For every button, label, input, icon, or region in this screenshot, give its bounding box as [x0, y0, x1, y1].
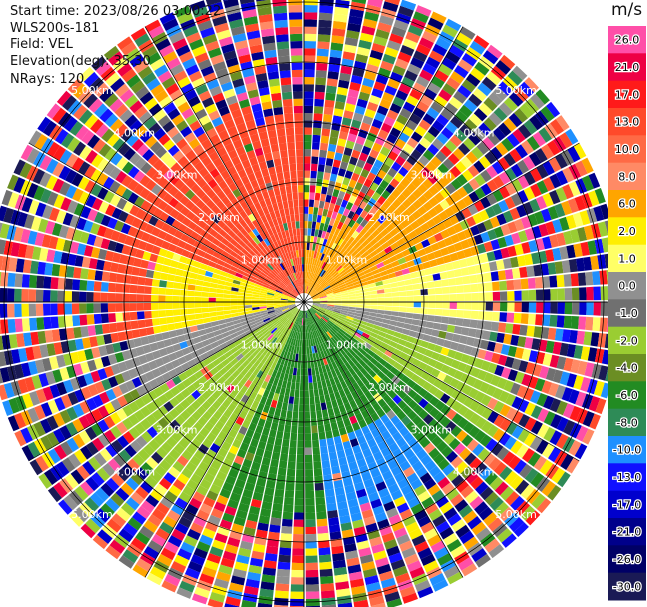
colorbar-tick-label: 0.0 [618, 280, 636, 293]
range-label: 4.00km [114, 466, 156, 479]
colorbar-tick-label: -30.0 [613, 580, 641, 593]
range-label: 5.00km [71, 508, 113, 521]
colorbar-swatch [608, 272, 646, 300]
range-label: 1.00km [326, 254, 368, 267]
colorbar-tick-label: -13.0 [613, 471, 641, 484]
colorbar-swatch [608, 217, 646, 246]
colorbar-tick-label: -8.0 [616, 416, 637, 429]
elevation-label: Elevation(deg): 35.30 [10, 53, 151, 69]
colorbar-swatch [608, 354, 646, 382]
range-label: 3.00km [156, 169, 198, 182]
colorbar-tick-label: -1.0 [616, 307, 637, 320]
colorbar-tick-label: 8.0 [618, 170, 636, 183]
colorbar: 26.0 21.0 17.0 13.0 10.0 8.0 6.0 2.0 1.0 0.0 -1.0 -… [608, 26, 646, 601]
azimuth-spoke [28, 301, 305, 462]
range-label: 3.00km [411, 169, 453, 182]
colorbar-swatch [608, 108, 646, 136]
colorbar-units: m/s [611, 0, 643, 20]
colorbar-swatch [608, 244, 646, 273]
azimuth-spoke [28, 142, 305, 303]
range-label: 2.00km [198, 381, 240, 394]
start-time-label: Start time: 2023/08/26 03:00:22 [10, 4, 222, 19]
nrays-label: NRays: 120 [10, 72, 85, 87]
colorbar-tick-label: 10.0 [615, 143, 640, 156]
colorbar-swatch [608, 490, 646, 519]
colorbar-tick-label: -17.0 [613, 498, 641, 511]
range-labels: 1.00km 1.00km 1.00km 1.00km 2.00km 2.00km 2.00… [71, 84, 537, 521]
azimuth-spoke [303, 26, 464, 303]
colorbar-swatch [608, 326, 646, 355]
range-label: 4.00km [453, 126, 495, 139]
colorbar-tick-label: 21.0 [615, 61, 640, 74]
range-label: 1.00km [326, 338, 368, 351]
colorbar-swatch [608, 381, 646, 410]
range-label: 4.00km [114, 126, 156, 139]
info-panel: Start time: 2023/08/26 03:00:22 WLS200s-… [10, 4, 221, 89]
colorbar-swatch [608, 190, 646, 218]
station-label: WLS200s-181 [10, 20, 100, 36]
colorbar-tick-label: -10.0 [613, 444, 641, 457]
azimuth-spoke [303, 301, 580, 462]
colorbar-tick-label: -2.0 [616, 334, 637, 347]
colorbar-swatch [608, 53, 646, 82]
field-label: Field: VEL [10, 37, 73, 52]
colorbar-tick-label: -26.0 [613, 553, 641, 566]
range-label: 5.00km [495, 508, 537, 521]
colorbar-swatch [608, 408, 646, 437]
colorbar-tick-label: -4.0 [616, 362, 637, 375]
colorbar-tick-label: 13.0 [615, 116, 640, 129]
range-label: 1.00km [241, 338, 283, 351]
azimuth-spoke [144, 26, 305, 303]
colorbar-swatch [608, 463, 646, 492]
colorbar-tick-label: 2.0 [618, 225, 636, 238]
colorbar-tick-label: 26.0 [615, 34, 640, 47]
velocity-field [0, 0, 623, 607]
range-label: 1.00km [241, 254, 283, 267]
colorbar-tick-label: 6.0 [618, 198, 636, 211]
azimuth-spoke [144, 301, 305, 578]
colorbar-swatch [608, 80, 646, 109]
colorbar-swatch [608, 572, 646, 601]
colorbar-tick-label: 17.0 [615, 88, 640, 101]
range-label: 3.00km [156, 423, 198, 436]
azimuth-spoke [303, 301, 464, 578]
colorbar-swatch [608, 545, 646, 574]
azimuth-spoke [303, 142, 580, 303]
colorbar-swatch [608, 299, 646, 328]
colorbar-swatch [608, 26, 646, 54]
colorbar-swatch [608, 162, 646, 191]
range-label: 5.00km [71, 84, 113, 97]
colorbar-swatch [608, 518, 646, 546]
range-label: 2.00km [368, 381, 410, 394]
range-label: 4.00km [453, 466, 495, 479]
range-label: 5.00km [495, 84, 537, 97]
colorbar-swatch [608, 436, 646, 464]
range-rings [0, 0, 622, 607]
colorbar-tick-label: 1.0 [618, 252, 636, 265]
colorbar-swatch [608, 135, 646, 164]
range-label: 2.00km [198, 211, 240, 224]
colorbar-tick-label: -6.0 [616, 389, 637, 402]
range-label: 3.00km [411, 423, 453, 436]
range-label: 2.00km [368, 211, 410, 224]
colorbar-tick-label: -21.0 [613, 526, 641, 539]
